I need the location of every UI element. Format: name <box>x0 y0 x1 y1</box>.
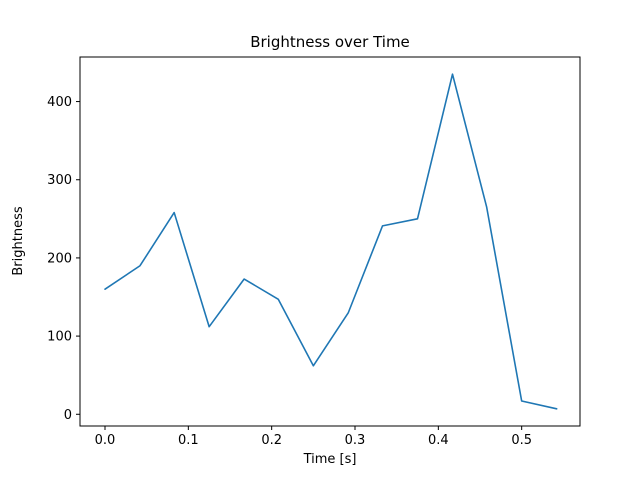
x-tick-label: 0.4 <box>428 433 449 448</box>
axes: 0.0 0.1 0.2 0.3 0.4 0.5 0 100 200 300 400 <box>47 56 581 448</box>
x-tick-label: 0.1 <box>178 433 199 448</box>
x-axis-label: Time [s] <box>303 452 357 467</box>
x-tick-label: 0.2 <box>261 433 282 448</box>
y-tick-label: 0 <box>64 408 72 423</box>
y-tick-label: 200 <box>47 251 72 266</box>
y-tick-label: 100 <box>47 330 72 345</box>
plot-border <box>79 56 581 427</box>
brightness-line <box>104 73 558 410</box>
x-tick-label: 0.3 <box>345 433 366 448</box>
y-tick-label: 300 <box>47 173 72 188</box>
x-tick-label: 0.5 <box>511 433 532 448</box>
chart-title: Brightness over Time <box>250 33 410 51</box>
y-tick-label: 400 <box>47 95 72 110</box>
x-tick-label: 0.0 <box>95 433 116 448</box>
data-series <box>104 73 558 410</box>
y-axis-label: Brightness <box>11 206 26 275</box>
